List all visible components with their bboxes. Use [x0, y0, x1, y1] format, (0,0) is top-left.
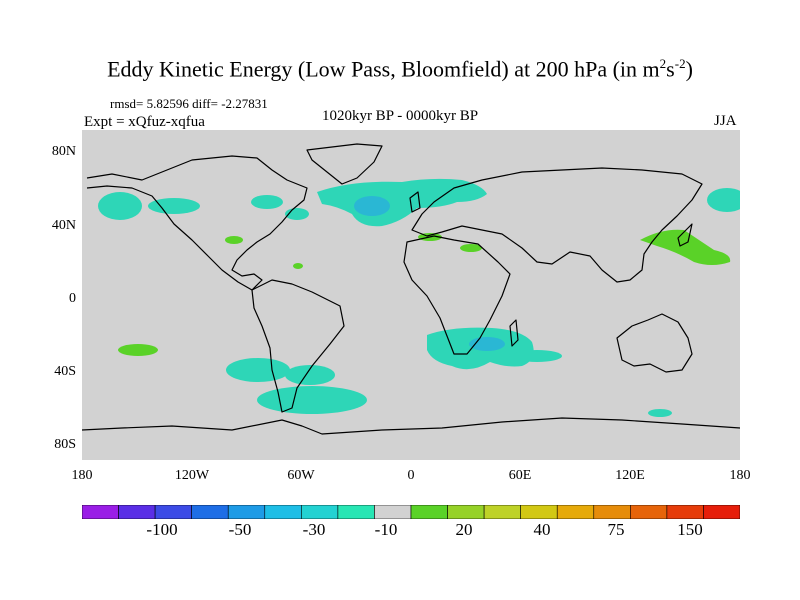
- rmsd-diff-stats: rmsd= 5.82596 diff= -2.27831: [110, 96, 268, 111]
- legend-swatch-10: [447, 505, 485, 519]
- lon-label-60w: 60W: [287, 468, 315, 483]
- lat-label-0: 0: [69, 291, 76, 306]
- period-label: 1020kyr BP - 0000kyr BP: [321, 108, 479, 124]
- coast-europe-asia: [411, 167, 703, 283]
- legend-swatch-9: [410, 505, 448, 519]
- anomaly-se-pacific-small: [648, 409, 672, 417]
- legend-swatch-0: [82, 505, 119, 519]
- legend-label-minus-10: -10: [374, 520, 398, 539]
- season-label: JJA: [714, 113, 737, 129]
- anomaly-south-pacific-positive: [118, 344, 158, 356]
- anomaly-nw-pacific: [640, 229, 731, 265]
- lon-label-180e: 180: [729, 468, 751, 483]
- lon-label-120w: 120W: [174, 468, 210, 483]
- legend-swatch-16: [666, 505, 704, 519]
- legend-swatch-4: [227, 505, 266, 519]
- coastlines: [82, 143, 740, 435]
- legend-swatch-15: [630, 505, 668, 519]
- anomaly-south-pacific-1: [226, 358, 290, 382]
- legend-label-20: 20: [455, 520, 473, 539]
- plot-title: Eddy Kinetic Energy (Low Pass, Bloomfiel…: [107, 56, 693, 82]
- negative-anomaly-patches: [98, 178, 740, 417]
- coast-antarctica: [82, 417, 740, 435]
- lon-label-60e: 60E: [508, 468, 532, 483]
- lon-label-0: 0: [407, 468, 415, 483]
- color-legend: [82, 505, 740, 519]
- lat-label-40n: 40N: [51, 218, 76, 233]
- legend-swatch-13: [556, 505, 595, 519]
- legend-swatch-8: [374, 505, 412, 519]
- anomaly-drake: [257, 386, 367, 414]
- legend-label-minus-30: -30: [302, 520, 326, 539]
- legend-swatch-3: [191, 505, 229, 519]
- legend-swatch-17: [703, 505, 740, 519]
- anomaly-npac-west: [98, 192, 142, 220]
- anomaly-indian-ocean: [512, 350, 562, 362]
- coast-australia: [616, 313, 693, 373]
- anomaly-gulf: [225, 236, 243, 244]
- coast-uk: [409, 191, 421, 213]
- anomaly-npac-east: [148, 198, 200, 214]
- lat-label-80s: 80S: [54, 437, 76, 452]
- legend-swatch-6: [301, 505, 339, 519]
- anomaly-scandinavia: [420, 182, 464, 202]
- anomaly-caribbean: [293, 263, 303, 269]
- legend-swatch-5: [264, 505, 302, 519]
- legend-swatch-11: [483, 505, 521, 519]
- legend-swatch-12: [520, 505, 558, 519]
- map-background: [82, 130, 740, 460]
- anomaly-hudson: [251, 195, 283, 209]
- lon-label-120e: 120E: [615, 468, 645, 483]
- legend-swatch-7: [337, 505, 375, 519]
- legend-label-minus-50: -50: [228, 520, 252, 539]
- coast-madagascar: [509, 319, 519, 347]
- legend-label-150: 150: [677, 520, 703, 539]
- eke-map: [82, 130, 740, 460]
- legend-swatch-2: [154, 505, 192, 519]
- lon-label-180w: 180: [71, 468, 93, 483]
- anomaly-south-pacific-2: [285, 365, 335, 385]
- coast-greenland: [306, 143, 383, 185]
- legend-label-40: 40: [533, 520, 551, 539]
- lat-label-40s: 40S: [54, 364, 76, 379]
- lat-label-80n: 80N: [51, 144, 76, 159]
- coast-japan: [677, 223, 693, 247]
- anomaly-med-east: [460, 244, 482, 252]
- legend-label-minus-100: -100: [146, 520, 178, 539]
- positive-anomaly-patches: [118, 229, 731, 356]
- legend-swatch-1: [118, 505, 156, 519]
- coast-north-america: [86, 155, 308, 291]
- coast-south-america: [251, 279, 345, 413]
- anomaly-core-atlantic: [354, 196, 390, 216]
- coast-africa: [403, 235, 511, 355]
- legend-label-75: 75: [607, 520, 625, 539]
- anomaly-ne-pacific: [707, 188, 740, 212]
- experiment-label: Expt = xQfuz-xqfua: [84, 114, 205, 130]
- legend-swatch-14: [593, 505, 631, 519]
